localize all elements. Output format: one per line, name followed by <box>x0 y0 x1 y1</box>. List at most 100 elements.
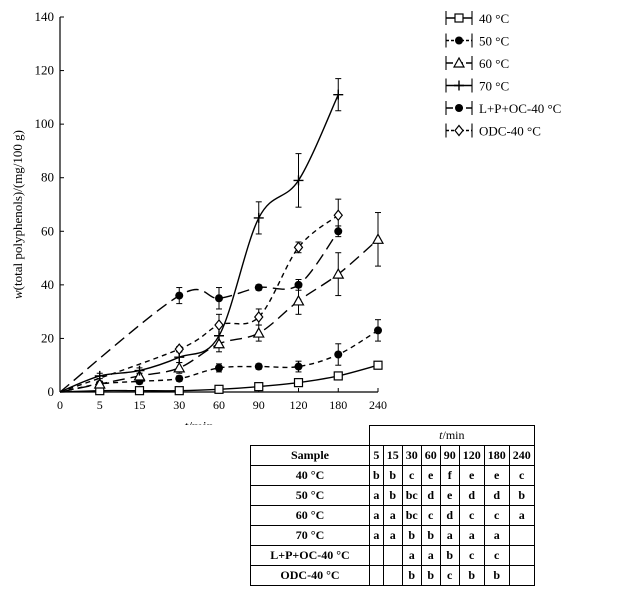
table-row-label: L+P+OC-40 °C <box>250 545 370 566</box>
data-point <box>175 291 184 300</box>
data-point <box>292 294 305 306</box>
data-point <box>294 362 303 371</box>
y-tick-label: 40 <box>41 277 54 292</box>
table-row: 60 °C a a bc c d c c a <box>250 505 535 526</box>
data-point <box>332 267 345 279</box>
x-tick-label: 240 <box>369 398 387 412</box>
table-cell: a <box>369 525 384 546</box>
data-point <box>175 374 184 383</box>
y-tick-label: 120 <box>35 63 55 78</box>
data-point <box>374 326 382 335</box>
x-tick-label: 15 <box>134 398 146 412</box>
table-column-header: 15 <box>382 445 403 466</box>
legend-label: 70 °C <box>479 79 509 94</box>
x-tick-label: 5 <box>97 398 103 412</box>
data-point <box>293 241 304 254</box>
table-row-label: 50 °C <box>250 485 370 506</box>
table-cell: b <box>420 565 441 586</box>
table-column-header-row: Sample 5 15 30 60 90 120 180 240 <box>250 445 535 466</box>
table-row: 40 °C b b c e f e e c <box>250 465 535 486</box>
x-tick-label: 30 <box>173 398 185 412</box>
series-line <box>59 94 339 393</box>
table-cell: c <box>420 505 441 526</box>
chart-axes: 0 20 40 60 80 100 120 140 0 5 15 30 60 90 120 180 240 t/m… <box>10 9 387 425</box>
table-cell: a <box>382 505 403 526</box>
table-cell: b <box>439 545 460 566</box>
table-cell: bc <box>401 485 422 506</box>
table-cell: e <box>458 465 485 486</box>
data-point <box>293 175 304 186</box>
legend-marker <box>452 56 466 68</box>
polyphenol-line-chart: 0 20 40 60 80 100 120 140 0 5 15 30 60 90 120 180 240 t/m… <box>10 9 561 425</box>
table-column-header: 90 <box>439 445 460 466</box>
legend-marker <box>454 80 464 91</box>
table-cell: e <box>439 485 460 506</box>
data-point <box>215 363 223 372</box>
table-row-label: 70 °C <box>250 525 370 546</box>
data-point <box>253 212 264 223</box>
table-cell <box>382 565 403 586</box>
table-cell: c <box>483 505 510 526</box>
table-column-header: 60 <box>420 445 441 466</box>
table-cell <box>369 545 384 566</box>
data-point <box>294 280 303 289</box>
legend-marker <box>455 104 463 112</box>
table-cell: a <box>483 525 510 546</box>
table-row: 70 °C a a b b a a a <box>250 525 535 546</box>
table-cell: c <box>401 465 422 486</box>
data-point <box>214 330 224 341</box>
data-point <box>93 377 106 389</box>
data-point <box>253 311 264 323</box>
table-cell: b <box>401 565 422 586</box>
table-body: 40 °C b b c e f e e c 50 °C a b bc d e d d b 60 °C a a bc c d c c… <box>250 465 535 586</box>
table-column-header: 120 <box>458 445 485 466</box>
data-point <box>371 233 385 244</box>
table-cell: d <box>420 485 441 506</box>
table-column-header: 5 <box>369 445 384 466</box>
legend-label: 50 °C <box>479 34 509 49</box>
table-cell: a <box>369 485 384 506</box>
data-point <box>373 360 383 370</box>
y-tick-label: 60 <box>41 223 54 238</box>
table-cell: b <box>401 525 422 546</box>
sample-header: Sample <box>250 445 370 466</box>
table-cell: c <box>483 545 510 566</box>
table-row: 50 °C a b bc d e d d b <box>250 485 535 506</box>
data-point <box>214 319 224 331</box>
y-tick-label: 0 <box>48 384 55 399</box>
y-tick-label: 80 <box>41 170 54 185</box>
data-point <box>333 209 344 222</box>
table-cell: d <box>439 505 460 526</box>
table-cell <box>508 545 535 566</box>
table-cell <box>508 525 535 546</box>
series-markers <box>93 89 385 396</box>
table-cell: c <box>508 465 535 486</box>
y-tick-label: 140 <box>35 9 55 24</box>
table-blank-cell <box>250 425 370 446</box>
table-column-header: 30 <box>401 445 422 466</box>
legend-label: ODC-40 °C <box>479 124 541 139</box>
table-cell: b <box>382 485 403 506</box>
y-tick-label: 100 <box>35 116 55 131</box>
table-row: ODC-40 °C b b c b b <box>250 565 535 586</box>
data-point <box>254 362 263 371</box>
table-row: L+P+OC-40 °C a a b c c <box>250 545 535 566</box>
data-point <box>333 89 344 100</box>
table-cell: a <box>420 545 441 566</box>
data-point <box>134 365 145 376</box>
data-point <box>215 294 223 303</box>
x-tick-label: 120 <box>290 398 308 412</box>
table-cell: b <box>508 485 535 506</box>
data-point <box>94 370 105 381</box>
x-axis-label-var: t <box>184 420 189 425</box>
table-cell: d <box>483 485 510 506</box>
table-time-header: t/min <box>369 425 535 446</box>
x-tick-label: 90 <box>253 398 265 412</box>
data-point <box>334 227 343 236</box>
table-cell: b <box>483 565 510 586</box>
table-row-label: 60 °C <box>250 505 370 526</box>
legend-label: 60 °C <box>479 56 509 71</box>
data-point <box>252 326 265 338</box>
table-column-header: 180 <box>483 445 510 466</box>
series-line <box>59 329 379 393</box>
